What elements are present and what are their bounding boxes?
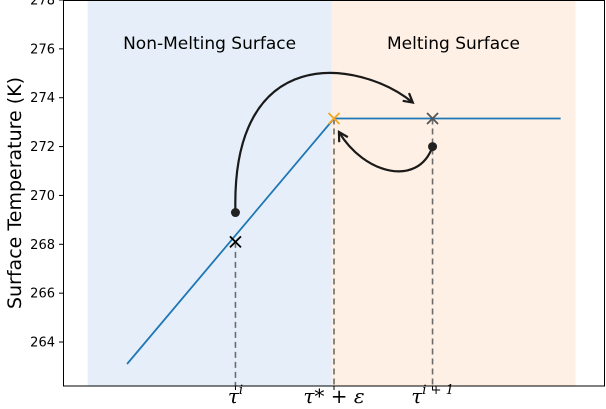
y-tick-label-6: 276 [30, 42, 55, 57]
point-markers [229, 112, 439, 248]
dot-marker-4 [428, 142, 438, 152]
x-tick-label-2: τi + 1 [411, 383, 454, 408]
y-tick-label-5: 274 [30, 91, 55, 106]
y-tick-label-7: 278 [30, 0, 55, 9]
y-tick-label-3: 270 [30, 189, 55, 204]
region-backgrounds [87, 0, 576, 386]
y-axis-label: Surface Temperature (K) [4, 77, 26, 309]
curved-arrow-0 [234, 71, 413, 213]
x-marker-1 [327, 112, 341, 125]
dashed-guide-lines [234, 118, 434, 386]
curved-arrow-1 [339, 132, 434, 173]
x-tick-label-sup: i [239, 383, 243, 398]
region-label-0: Non-Melting Surface [123, 34, 296, 54]
x-axis: τi τ* + ε τi + 1 [228, 383, 454, 408]
x-tick-label-1: τ* + ε [303, 384, 364, 408]
x-tick-label-base: τ [228, 384, 240, 408]
x-marker-stroke [426, 112, 439, 125]
x-tick-label-sup: i + 1 [422, 383, 454, 398]
y-axis: 264 266 268 270 272 274 276 278 [30, 0, 63, 351]
x-marker-stroke [327, 112, 341, 125]
region-0 [87, 0, 332, 386]
x-marker-stroke [229, 235, 242, 248]
region-label-1: Melting Surface [387, 34, 520, 54]
region-labels: Non-Melting Surface Melting Surface [123, 34, 520, 54]
x-marker-0 [229, 235, 242, 248]
dot-marker-3 [230, 208, 240, 218]
region-1 [331, 0, 576, 386]
y-tick-label-4: 272 [30, 140, 55, 155]
x-tick-label-base: τ* + ε [303, 384, 364, 408]
x-tick-label-0: τi [228, 383, 243, 408]
y-tick-label-0: 264 [30, 336, 55, 351]
x-tick-label-base: τ [411, 384, 423, 408]
annotation-arrows [234, 71, 434, 213]
y-tick-label-1: 266 [30, 287, 55, 302]
y-tick-label-2: 268 [30, 238, 55, 253]
x-marker-2 [426, 112, 439, 125]
